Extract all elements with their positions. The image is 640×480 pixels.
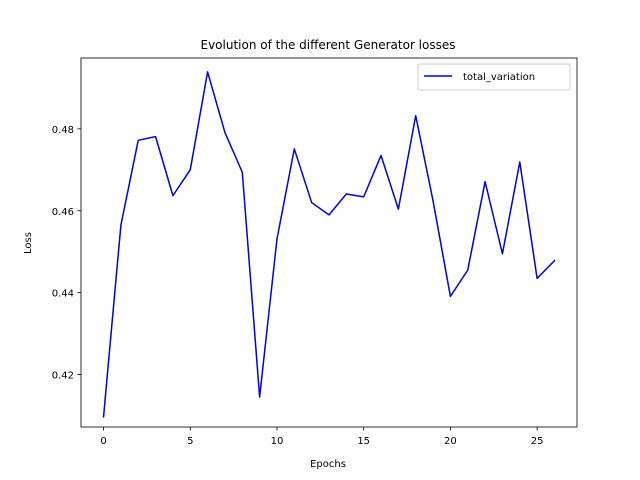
x-tick-label: 20 xyxy=(444,436,457,447)
y-tick-label: 0.46 xyxy=(52,207,74,218)
chart-title: Evolution of the different Generator los… xyxy=(201,38,456,52)
series-line-total-variation xyxy=(102,71,556,418)
y-tick-label: 0.44 xyxy=(52,289,74,300)
series-layer xyxy=(102,71,556,418)
plot-area xyxy=(81,58,577,427)
x-tick-label: 0 xyxy=(100,436,106,447)
legend-label-total-variation: total_variation xyxy=(463,72,535,83)
plot-background xyxy=(81,58,577,427)
x-tick-label: 10 xyxy=(271,436,284,447)
axes-border xyxy=(80,57,578,428)
x-axis-label: Epochs xyxy=(310,459,346,470)
axes-frame xyxy=(80,57,578,428)
x-tick-label: 15 xyxy=(357,436,370,447)
y-axis-label: Loss xyxy=(23,232,34,254)
y-tick-label: 0.42 xyxy=(52,371,74,382)
y-axis-ticks: 0.42 0.44 0.46 0.48 xyxy=(52,125,81,382)
legend: total_variation xyxy=(417,63,571,91)
legend-box xyxy=(417,63,571,91)
x-axis-ticks: 0 5 10 15 20 25 xyxy=(100,427,543,447)
y-tick-label: 0.48 xyxy=(52,125,74,136)
x-tick-label: 25 xyxy=(531,436,544,447)
x-tick-label: 5 xyxy=(187,436,193,447)
